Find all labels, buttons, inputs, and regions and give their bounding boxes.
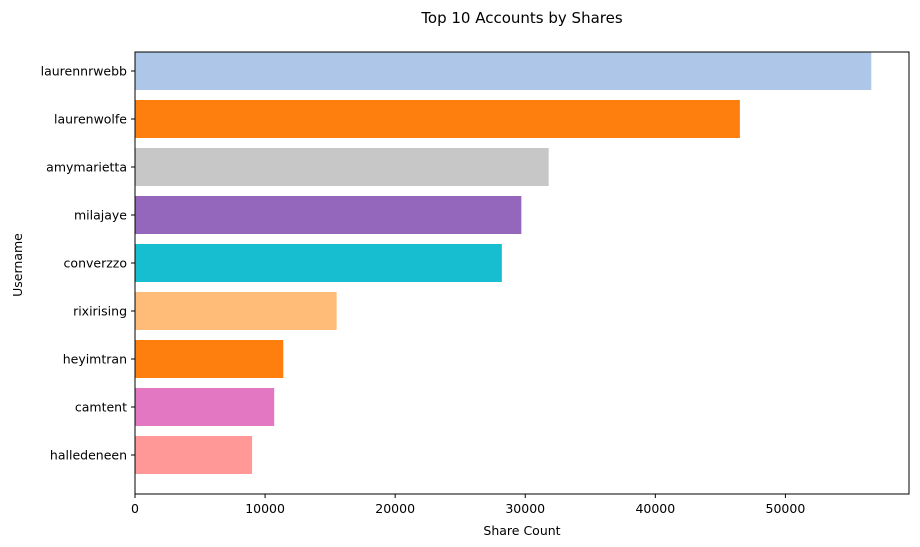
bar-rixirising <box>135 292 337 330</box>
x-tick-label: 50000 <box>766 501 806 516</box>
y-tick-label: amymarietta <box>46 160 127 175</box>
x-ticks-group: 0 10000 20000 30000 40000 50000 <box>131 494 805 516</box>
y-axis-label: Username <box>10 233 25 297</box>
y-tick-label: heyimtran <box>63 352 127 367</box>
bar-halledeneen <box>135 436 253 474</box>
x-tick-label: 40000 <box>635 501 675 516</box>
x-tick-label: 20000 <box>375 501 415 516</box>
x-axis-label: Share Count <box>483 523 560 538</box>
y-tick-label: laurenwolfe <box>54 112 127 127</box>
bar-laurenwolfe <box>135 100 740 138</box>
chart-title: Top 10 Accounts by Shares <box>420 9 623 27</box>
bar-heyimtran <box>135 340 284 378</box>
bar-laurennrwebb <box>135 52 872 90</box>
y-tick-label: converzzo <box>64 256 127 271</box>
y-tick-label: camtent <box>75 400 127 415</box>
bar-converzzo <box>135 244 502 282</box>
y-ticks-group: laurennrwebb laurenwolfe amymarietta milaja… <box>41 64 135 463</box>
bar-milajaye <box>135 196 522 234</box>
y-tick-label: milajaye <box>74 208 127 223</box>
x-tick-label: 30000 <box>505 501 545 516</box>
bar-amymarietta <box>135 148 549 186</box>
y-tick-label: halledeneen <box>50 448 127 463</box>
plot-frame <box>134 51 910 495</box>
y-tick-label: laurennrwebb <box>41 64 127 79</box>
bar-camtent <box>135 388 275 426</box>
y-tick-label: rixirising <box>73 304 127 319</box>
x-tick-label: 10000 <box>245 501 285 516</box>
x-tick-label: 0 <box>131 501 139 516</box>
bars-group <box>135 52 872 474</box>
